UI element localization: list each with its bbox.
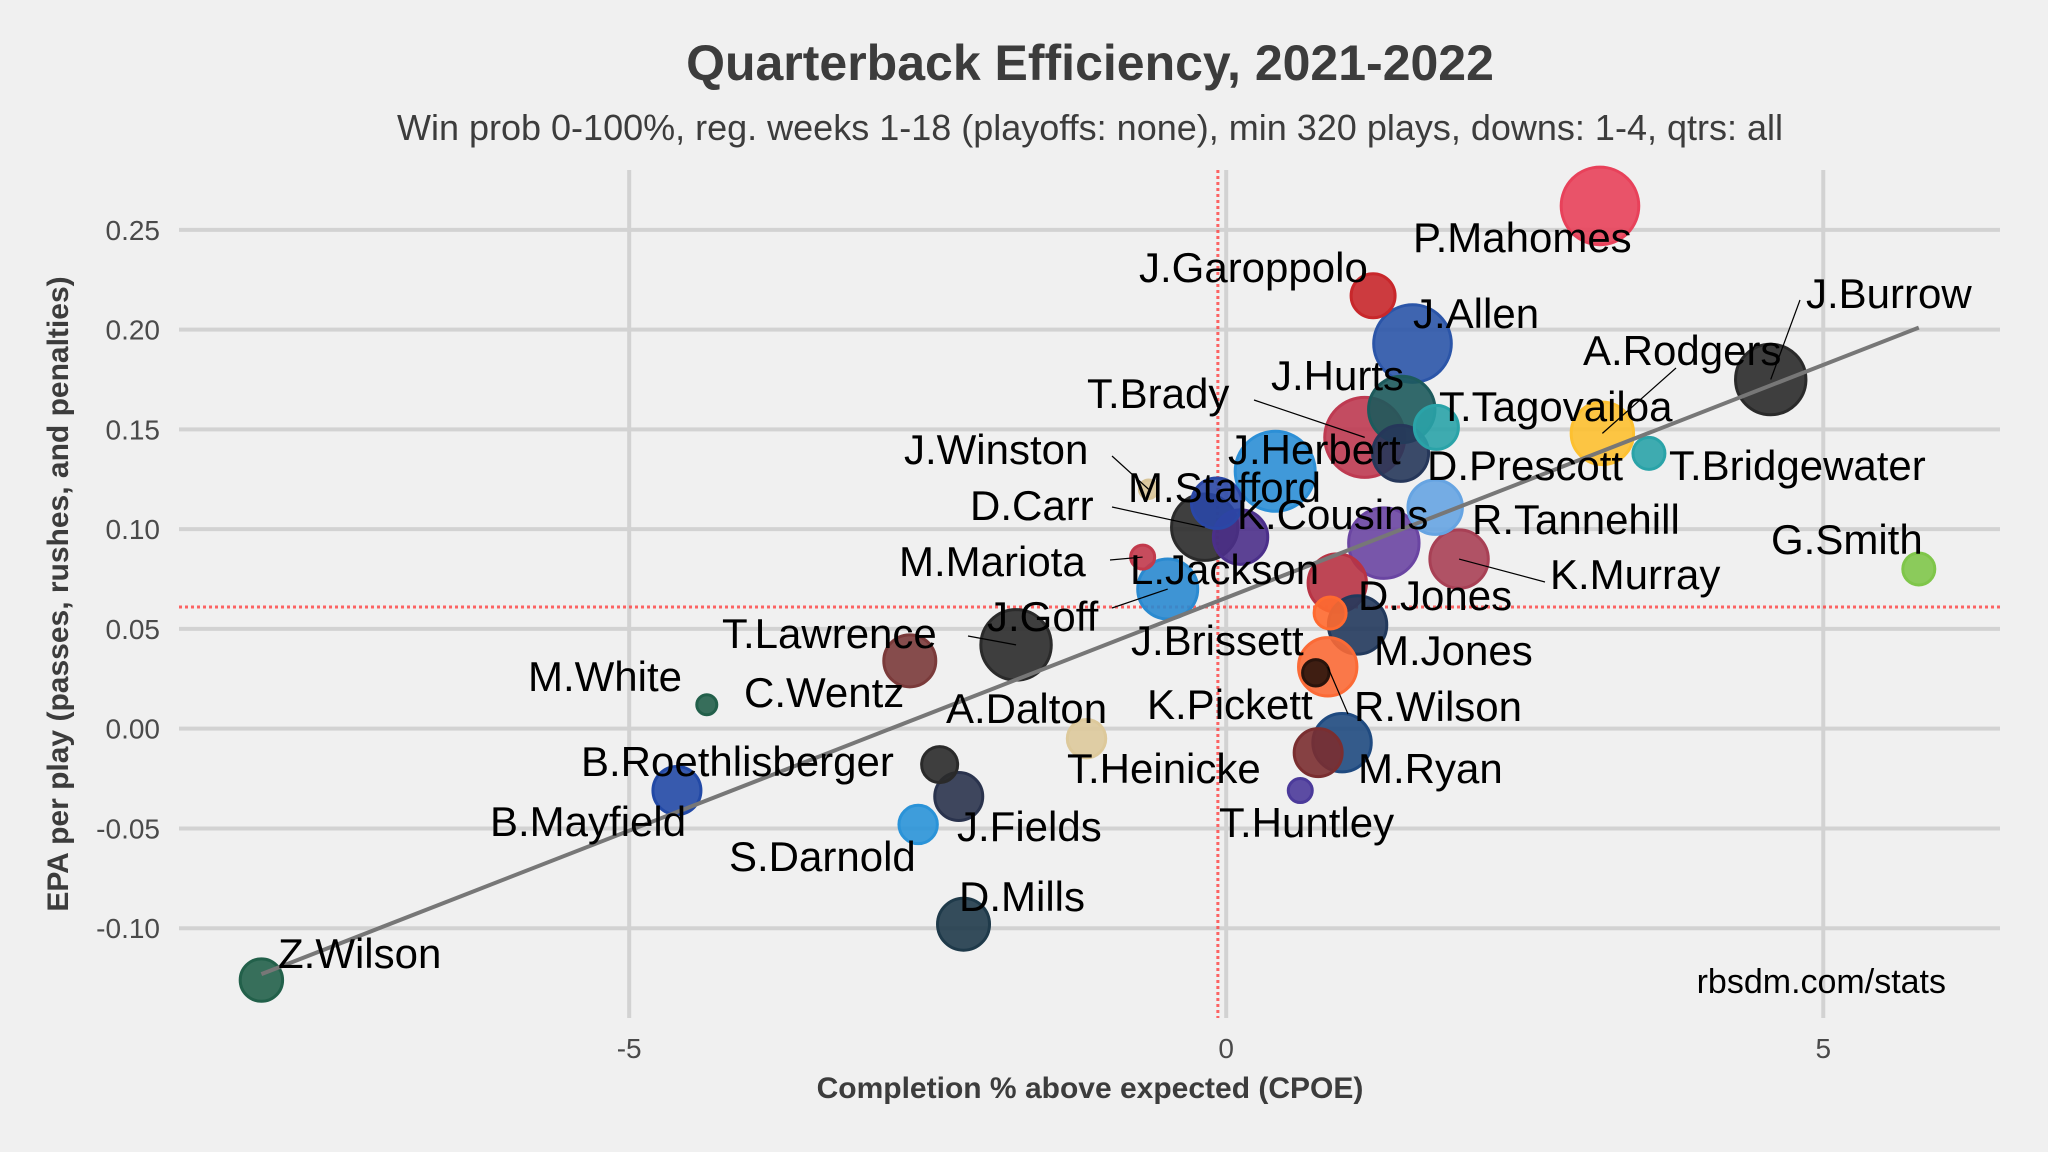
data-point-j-brissett — [1312, 595, 1348, 631]
data-point-z-wilson — [238, 957, 285, 1003]
y-tick-label: 0.15 — [106, 414, 161, 445]
label-leader-lines — [967, 299, 1801, 715]
data-point-t-huntley — [1286, 777, 1314, 805]
data-point-m-white — [695, 693, 719, 717]
x-tick-label: 0 — [1218, 1033, 1234, 1064]
label-m-jones: M.Jones — [1374, 627, 1533, 674]
leader-line-m-mariota — [1109, 556, 1143, 561]
point-labels: P.Mahomes J.Garoppolo J.Allen J.Burrow A.Rod… — [278, 214, 1972, 977]
label-b-roethlisberger: B.Roethlisberger — [581, 738, 894, 785]
trend-line — [260, 325, 1920, 976]
y-tick-label: -0.05 — [96, 813, 160, 844]
label-p-mahomes: P.Mahomes — [1413, 214, 1632, 261]
y-tick-label: 0.05 — [106, 614, 161, 645]
label-t-brady: T.Brady — [1087, 370, 1229, 417]
label-j-goff: J.Goff — [987, 593, 1099, 640]
data-point-g-smith — [1901, 551, 1937, 587]
leader-line-t-brady — [1253, 399, 1365, 438]
label-b-mayfield: B.Mayfield — [490, 798, 686, 845]
data-point-j-garoppolo — [1349, 272, 1397, 320]
source-caption: rbsdm.com/stats — [1697, 963, 1946, 1001]
data-point-j-fields — [933, 771, 985, 823]
label-d-jones: D.Jones — [1358, 572, 1512, 619]
data-point-j-herbert — [1233, 429, 1317, 513]
leader-line-k-murray — [1458, 558, 1546, 583]
y-tick-label: -0.10 — [96, 913, 160, 944]
data-point-k-pickett — [1301, 658, 1331, 688]
y-tick-label: 0.20 — [106, 315, 161, 346]
trend-line-group — [260, 325, 1920, 976]
x-tick-label: 5 — [1815, 1033, 1831, 1064]
label-t-bridgewater: T.Bridgewater — [1669, 442, 1926, 489]
label-j-burrow: J.Burrow — [1806, 270, 1972, 317]
data-point-a-dalton — [1065, 717, 1108, 760]
label-j-fields: J.Fields — [957, 803, 1102, 850]
label-m-stafford: M.Stafford — [1128, 464, 1321, 511]
leader-line-j-burrow — [1770, 299, 1801, 380]
label-d-prescott: D.Prescott — [1427, 442, 1623, 489]
label-j-garoppolo: J.Garoppolo — [1139, 244, 1368, 291]
data-point-p-mahomes — [1559, 165, 1641, 247]
data-point-s-darnold — [897, 803, 939, 846]
data-point-l-jackson — [1347, 506, 1421, 580]
label-j-allen: J.Allen — [1413, 290, 1539, 337]
leader-line-a-rodgers — [1601, 367, 1677, 434]
label-a-rodgers: A.Rodgers — [1583, 327, 1781, 374]
data-point-c-wentz — [882, 633, 938, 689]
label-t-huntley: T.Huntley — [1219, 799, 1394, 846]
label-m-ryan: M.Ryan — [1358, 745, 1503, 792]
data-point-t-tagovailoa — [1412, 403, 1460, 451]
leader-line-j-goff — [1111, 588, 1168, 609]
data-point-b-mayfield — [651, 765, 703, 817]
label-k-pickett: K.Pickett — [1147, 681, 1313, 728]
label-z-wilson: Z.Wilson — [278, 930, 441, 977]
label-j-winston: J.Winston — [904, 426, 1088, 473]
leader-line-t-lawrence — [967, 635, 1017, 646]
chart-subtitle: Win prob 0-100%, reg. weeks 1-18 (playof… — [397, 107, 1783, 148]
label-g-smith: G.Smith — [1771, 516, 1923, 563]
x-axis-ticks: -5 0 5 — [617, 1033, 1831, 1064]
label-a-dalton: A.Dalton — [946, 685, 1107, 732]
label-m-white: M.White — [528, 653, 682, 700]
leader-line-d-carr — [1111, 506, 1205, 528]
chart-title: Quarterback Efficiency, 2021-2022 — [686, 35, 1494, 91]
y-tick-label: 0.00 — [106, 714, 161, 745]
label-m-mariota: M.Mariota — [899, 538, 1086, 585]
data-point-t-bridgewater — [1631, 435, 1667, 471]
data-point-d-mills — [936, 896, 992, 952]
leader-line-j-winston — [1111, 455, 1150, 490]
leader-line-r-wilson — [1327, 666, 1349, 715]
label-r-wilson: R.Wilson — [1354, 683, 1522, 730]
label-c-wentz: C.Wentz — [744, 669, 904, 716]
label-k-cousins: K.Cousins — [1237, 491, 1428, 538]
label-j-herbert: J.Herbert — [1228, 426, 1401, 473]
x-axis-title: Completion % above expected (CPOE) — [817, 1072, 1364, 1105]
data-point-d-prescott — [1371, 423, 1431, 483]
label-t-heinicke: T.Heinicke — [1067, 745, 1261, 792]
label-t-tagovailoa: T.Tagovailoa — [1439, 383, 1673, 430]
grid-lines — [179, 170, 2000, 1018]
y-axis-ticks: 0.25 0.20 0.15 0.10 0.05 0.00 -0.05 -0.10 — [96, 215, 160, 944]
data-point-m-stafford — [1189, 476, 1244, 530]
label-s-darnold: S.Darnold — [729, 833, 916, 880]
label-r-tannehill: R.Tannehill — [1472, 496, 1680, 543]
label-d-mills: D.Mills — [959, 873, 1085, 920]
data-point-t-heinicke — [1292, 727, 1344, 779]
label-k-murray: K.Murray — [1550, 551, 1720, 598]
label-t-lawrence: T.Lawrence — [722, 610, 937, 657]
y-tick-label: 0.25 — [106, 215, 161, 246]
label-j-hurts: J.Hurts — [1271, 352, 1404, 399]
label-d-carr: D.Carr — [970, 482, 1094, 529]
y-axis-title: EPA per play (passes, rushes, and penalt… — [42, 276, 75, 911]
label-l-jackson: L.Jackson — [1130, 546, 1319, 593]
y-tick-label: 0.10 — [106, 514, 161, 545]
data-point-b-roethlisberger — [920, 745, 960, 785]
label-j-brissett: J.Brissett — [1131, 617, 1304, 664]
x-tick-label: -5 — [617, 1033, 642, 1064]
